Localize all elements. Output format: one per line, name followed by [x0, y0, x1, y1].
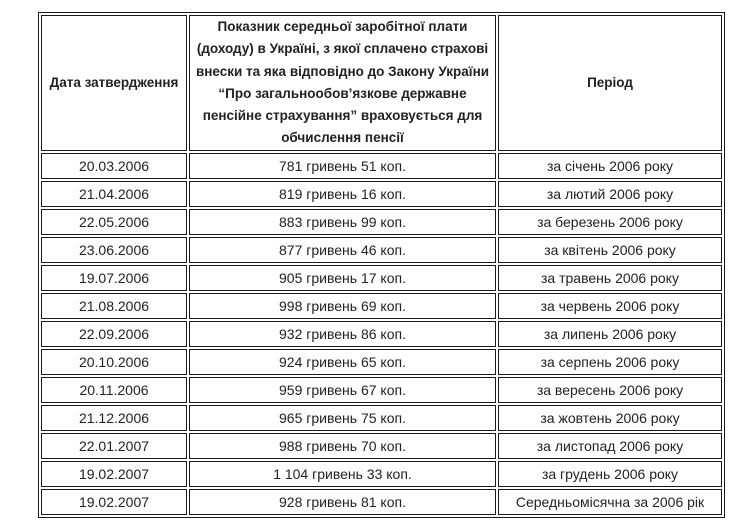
- table-row: 20.10.2006 924 гривень 65 коп. за серпен…: [41, 348, 722, 375]
- cell-amount: 781 гривень 51 коп.: [189, 152, 496, 179]
- table-row: 19.02.2007 1 104 гривень 33 коп. за груд…: [41, 460, 722, 487]
- cell-amount: 819 гривень 16 коп.: [189, 180, 496, 207]
- cell-date: 20.11.2006: [41, 376, 187, 403]
- cell-amount: 988 гривень 70 коп.: [189, 432, 496, 459]
- table-row: 22.05.2006 883 гривень 99 коп. за березе…: [41, 208, 722, 235]
- cell-amount: 883 гривень 99 коп.: [189, 208, 496, 235]
- cell-date: 22.05.2006: [41, 208, 187, 235]
- table-container: Дата затвердження Показник середньої зар…: [38, 12, 725, 518]
- cell-period: за травень 2006 року: [498, 264, 722, 291]
- header-row: Дата затвердження Показник середньої зар…: [41, 15, 722, 151]
- cell-period: за жовтень 2006 року: [498, 404, 722, 431]
- cell-date: 20.10.2006: [41, 348, 187, 375]
- cell-date: 21.08.2006: [41, 292, 187, 319]
- cell-amount: 932 гривень 86 коп.: [189, 320, 496, 347]
- table-row: 23.06.2006 877 гривень 46 коп. за квітен…: [41, 236, 722, 263]
- cell-amount: 924 гривень 65 коп.: [189, 348, 496, 375]
- header-approval-date: Дата затвердження: [41, 15, 187, 151]
- cell-period: за липень 2006 року: [498, 320, 722, 347]
- cell-amount: 928 гривень 81 коп.: [189, 488, 496, 515]
- cell-date: 22.01.2007: [41, 432, 187, 459]
- cell-period: за грудень 2006 року: [498, 460, 722, 487]
- cell-period: за квітень 2006 року: [498, 236, 722, 263]
- cell-period: за листопад 2006 року: [498, 432, 722, 459]
- cell-period: за серпень 2006 року: [498, 348, 722, 375]
- cell-date: 19.02.2007: [41, 488, 187, 515]
- table-row: 21.04.2006 819 гривень 16 коп. за лютий …: [41, 180, 722, 207]
- cell-period: Середньомісячна за 2006 рік: [498, 488, 722, 515]
- table-row: 19.07.2006 905 гривень 17 коп. за травен…: [41, 264, 722, 291]
- cell-date: 20.03.2006: [41, 152, 187, 179]
- cell-amount: 965 гривень 75 коп.: [189, 404, 496, 431]
- table-row: 21.12.2006 965 гривень 75 коп. за жовтен…: [41, 404, 722, 431]
- cell-period: за березень 2006 року: [498, 208, 722, 235]
- cell-date: 23.06.2006: [41, 236, 187, 263]
- cell-date: 21.04.2006: [41, 180, 187, 207]
- table-row: 20.11.2006 959 гривень 67 коп. за вересе…: [41, 376, 722, 403]
- cell-period: за січень 2006 року: [498, 152, 722, 179]
- table-row: 22.09.2006 932 гривень 86 коп. за липень…: [41, 320, 722, 347]
- cell-date: 19.07.2006: [41, 264, 187, 291]
- cell-period: за вересень 2006 року: [498, 376, 722, 403]
- cell-period: за лютий 2006 року: [498, 180, 722, 207]
- header-average-wage-indicator: Показник середньої заробітної плати (дох…: [189, 15, 496, 151]
- cell-amount: 1 104 гривень 33 коп.: [189, 460, 496, 487]
- cell-date: 22.09.2006: [41, 320, 187, 347]
- header-period: Період: [498, 15, 722, 151]
- cell-amount: 998 гривень 69 коп.: [189, 292, 496, 319]
- table-row: 21.08.2006 998 гривень 69 коп. за червен…: [41, 292, 722, 319]
- table-row-annual-average: 19.02.2007 928 гривень 81 коп. Середньом…: [41, 488, 722, 515]
- table-row: 20.03.2006 781 гривень 51 коп. за січень…: [41, 152, 722, 179]
- cell-amount: 877 гривень 46 коп.: [189, 236, 496, 263]
- table-row: 22.01.2007 988 гривень 70 коп. за листоп…: [41, 432, 722, 459]
- cell-period: за червень 2006 року: [498, 292, 722, 319]
- cell-amount: 959 гривень 67 коп.: [189, 376, 496, 403]
- cell-date: 21.12.2006: [41, 404, 187, 431]
- average-wage-table: Дата затвердження Показник середньої зар…: [38, 12, 725, 518]
- cell-date: 19.02.2007: [41, 460, 187, 487]
- cell-amount: 905 гривень 17 коп.: [189, 264, 496, 291]
